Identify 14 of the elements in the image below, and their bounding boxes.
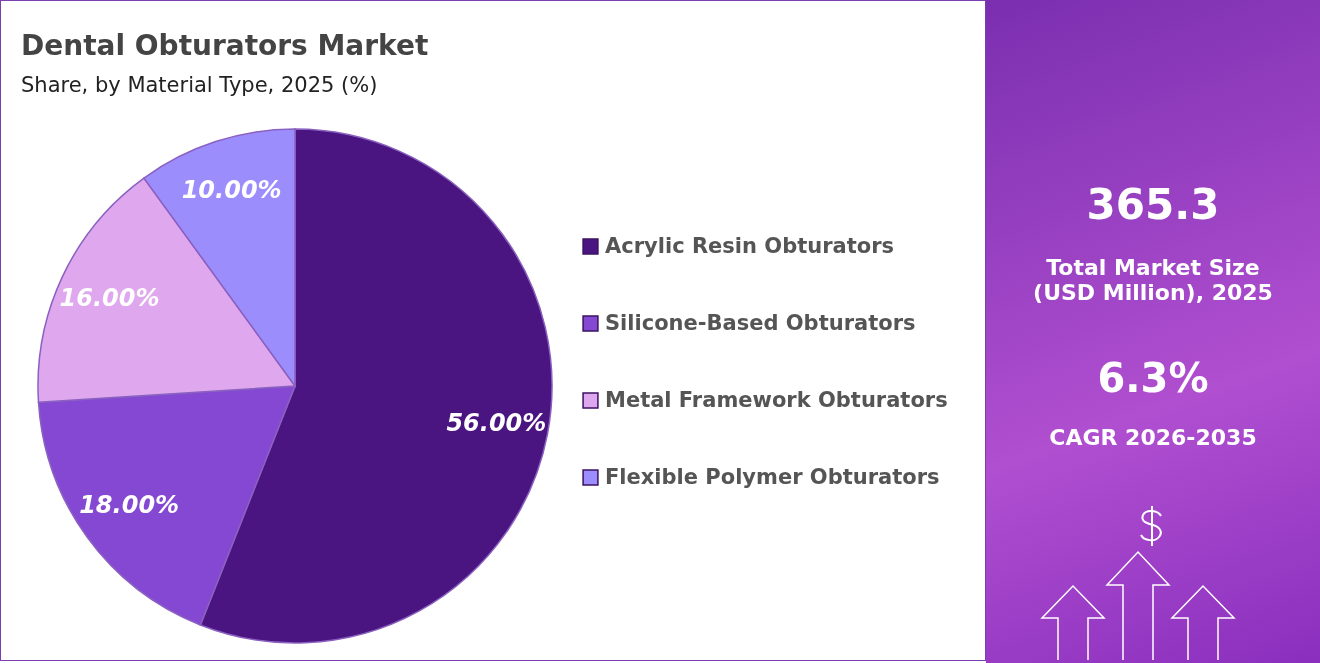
data-label: 18.00% xyxy=(79,491,180,520)
chart-subtitle: Share, by Material Type, 2025 (%) xyxy=(21,73,378,97)
text: CAGR 2026-2035 xyxy=(1048,425,1258,450)
data-label: 56.00% xyxy=(446,409,547,438)
data-label: 16.00% xyxy=(59,283,160,312)
legend-label: Silicone-Based Obturators xyxy=(605,310,916,335)
legend-label: Acrylic Resin Obturators xyxy=(605,233,894,258)
text: 6.3% xyxy=(1096,355,1210,401)
legend-label: Flexible Polymer Obturators xyxy=(605,464,940,489)
chart-title: Dental Obturators Market xyxy=(21,29,429,62)
text: Total Market Size (USD Million), 2025 xyxy=(1032,255,1274,305)
text: 365.3 xyxy=(1085,180,1221,229)
data-label: 10.00% xyxy=(181,176,282,205)
legend-label: Metal Framework Obturators xyxy=(605,387,948,412)
